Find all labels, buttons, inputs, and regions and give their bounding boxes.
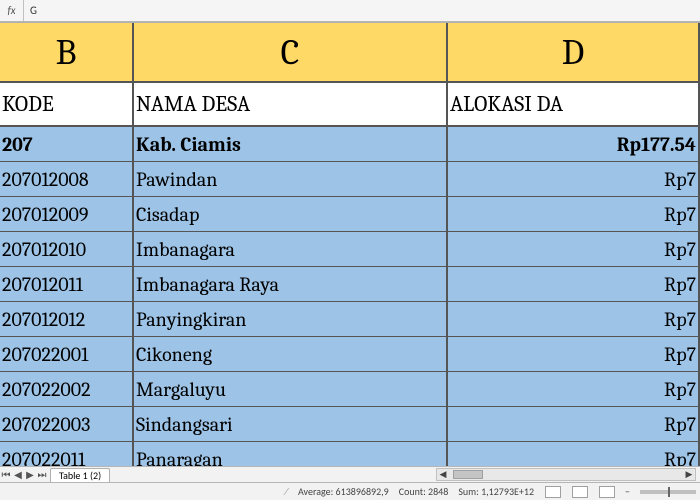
tab-nav-prev-icon[interactable]: ◀ xyxy=(12,468,24,481)
cell-kode[interactable]: 207012011 xyxy=(0,267,134,301)
status-count: Count: 2848 xyxy=(399,485,449,498)
view-normal-icon[interactable] xyxy=(545,486,561,498)
table-row: 207012009CisadapRp7 xyxy=(0,197,700,232)
horizontal-scrollbar[interactable]: ◀ ▶ xyxy=(436,468,696,481)
table-row: 207012012PanyingkiranRp7 xyxy=(0,302,700,337)
cell-alokasi[interactable]: Rp7 xyxy=(448,302,700,336)
column-letter[interactable]: B xyxy=(0,23,134,81)
table-row: 207022001CikonengRp7 xyxy=(0,337,700,372)
cell-kode[interactable]: 207022002 xyxy=(0,372,134,406)
tab-nav-next-icon[interactable]: ▶ xyxy=(24,468,36,481)
header-cell-kode[interactable]: KODE xyxy=(0,83,134,125)
cell-nama[interactable]: Cikoneng xyxy=(134,337,448,371)
cell-alokasi[interactable]: Rp7 xyxy=(448,372,700,406)
cell-kode[interactable]: 207012010 xyxy=(0,232,134,266)
cell-alokasi[interactable]: Rp7 xyxy=(448,162,700,196)
table-row: 207022011PanaraganRp7 xyxy=(0,442,700,466)
cell-kode[interactable]: 207012009 xyxy=(0,197,134,231)
fx-label: fx xyxy=(0,0,24,21)
status-sum: Sum: 1,12793E+12 xyxy=(458,485,534,498)
table-row: 207012008PawindanRp7 xyxy=(0,162,700,197)
table-row: 207012010ImbanagaraRp7 xyxy=(0,232,700,267)
cell-nama[interactable]: Imbanagara Raya xyxy=(134,267,448,301)
cell-nama[interactable]: Margaluyu xyxy=(134,372,448,406)
scroll-left-icon[interactable]: ◀ xyxy=(437,469,449,480)
cell-kode[interactable]: 207022011 xyxy=(0,442,134,466)
status-bar: ⁄ Average: 613896892,9 Count: 2848 Sum: … xyxy=(0,482,700,500)
cell-alokasi[interactable]: Rp7 xyxy=(448,197,700,231)
cell-kode[interactable]: 207012008 xyxy=(0,162,134,196)
status-average: Average: 613896892,9 xyxy=(298,485,389,498)
view-pagelayout-icon[interactable] xyxy=(599,486,615,498)
table-row: 207012011Imbanagara RayaRp7 xyxy=(0,267,700,302)
cell-alokasi[interactable]: Rp7 xyxy=(448,232,700,266)
cell-nama[interactable]: Kab. Ciamis xyxy=(134,127,448,161)
scroll-right-icon[interactable]: ▶ xyxy=(683,469,695,480)
cell-kode[interactable]: 207012012 xyxy=(0,302,134,336)
column-letter-row: B C D xyxy=(0,23,700,83)
cell-kode[interactable]: 207022001 xyxy=(0,337,134,371)
header-cell-alokasi[interactable]: ALOKASI DA xyxy=(448,83,700,125)
cell-kode[interactable]: 207022003 xyxy=(0,407,134,441)
sheet-tab[interactable]: Table 1 (2) xyxy=(50,468,110,482)
status-divider: ⁄ xyxy=(285,485,288,498)
cell-nama[interactable]: Imbanagara xyxy=(134,232,448,266)
scroll-thumb[interactable] xyxy=(453,470,483,479)
column-letter[interactable]: C xyxy=(134,23,448,81)
spreadsheet-grid[interactable]: B C D KODE NAMA DESA ALOKASI DA 207 Kab.… xyxy=(0,22,700,466)
cell-alokasi[interactable]: Rp177.54 xyxy=(448,127,700,161)
table-row: 207022002MargaluyuRp7 xyxy=(0,372,700,407)
summary-row: 207 Kab. Ciamis Rp177.54 xyxy=(0,127,700,162)
tab-nav-first-icon[interactable]: ⏮ xyxy=(0,468,12,481)
header-row: KODE NAMA DESA ALOKASI DA xyxy=(0,83,700,127)
table-row: 207022003SindangsariRp7 xyxy=(0,407,700,442)
cell-kode[interactable]: 207 xyxy=(0,127,134,161)
cell-alokasi[interactable]: Rp7 xyxy=(448,267,700,301)
header-cell-nama[interactable]: NAMA DESA xyxy=(134,83,448,125)
cell-alokasi[interactable]: Rp7 xyxy=(448,337,700,371)
tab-nav-last-icon[interactable]: ⏭ xyxy=(36,468,48,481)
cell-nama[interactable]: Cisadap xyxy=(134,197,448,231)
formula-input[interactable]: G xyxy=(24,0,700,21)
sheet-tab-strip: ⏮ ◀ ▶ ⏭ Table 1 (2) ◀ ▶ xyxy=(0,466,700,482)
cell-nama[interactable]: Panaragan xyxy=(134,442,448,466)
cell-nama[interactable]: Pawindan xyxy=(134,162,448,196)
cell-nama[interactable]: Panyingkiran xyxy=(134,302,448,336)
zoom-slider[interactable] xyxy=(640,490,696,494)
formula-bar: fx G xyxy=(0,0,700,22)
zoom-out-icon[interactable]: − xyxy=(625,485,630,498)
cell-nama[interactable]: Sindangsari xyxy=(134,407,448,441)
cell-alokasi[interactable]: Rp7 xyxy=(448,407,700,441)
column-letter[interactable]: D xyxy=(448,23,700,81)
view-pagebreak-icon[interactable] xyxy=(572,486,588,498)
cell-alokasi[interactable]: Rp7 xyxy=(448,442,700,466)
